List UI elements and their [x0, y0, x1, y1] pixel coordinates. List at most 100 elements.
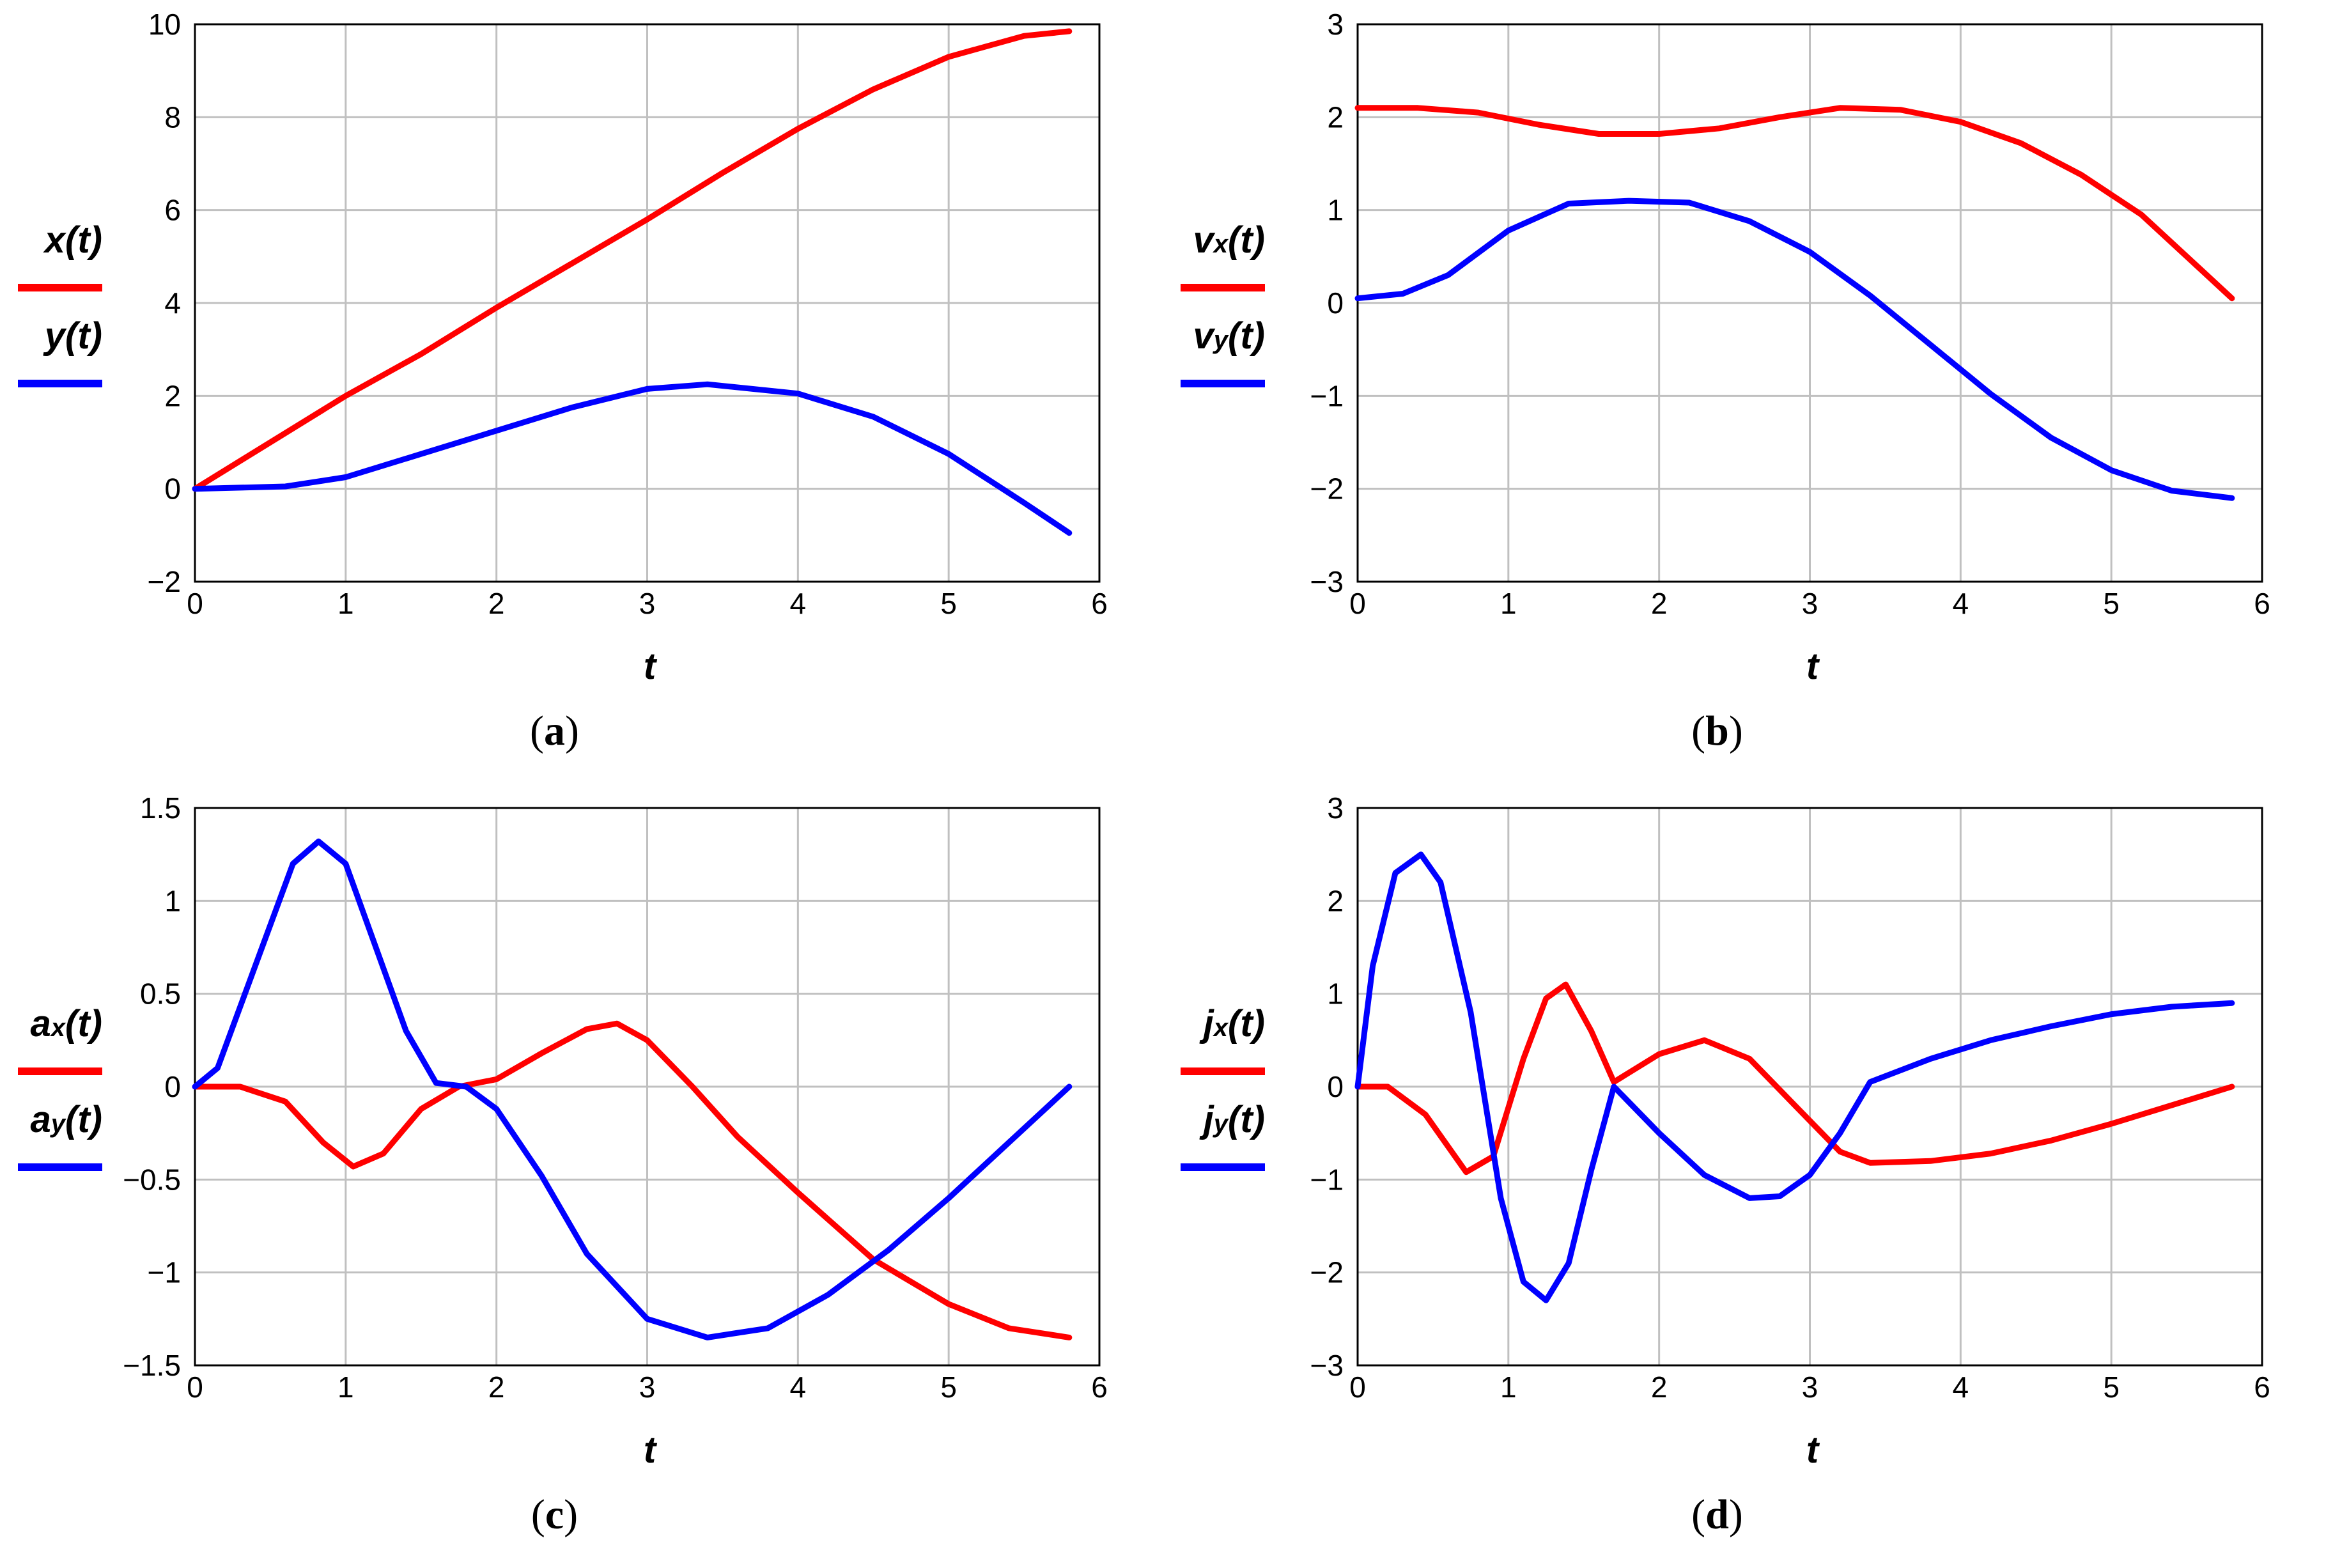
- y-tick-label: 8: [164, 100, 181, 134]
- x-axis-label: t: [1806, 1429, 1820, 1471]
- caption-close-paren: ): [564, 1491, 578, 1538]
- legend-label-2: jy(t): [1199, 1099, 1265, 1140]
- legend-label-suffix: (t): [65, 1003, 102, 1044]
- legend-label-main: v: [1193, 219, 1216, 261]
- y-tick-label: 10: [148, 8, 181, 41]
- x-tick-label: 1: [1500, 587, 1517, 620]
- caption-letter: b: [1705, 708, 1729, 754]
- series-line-y(t): [192, 381, 1073, 536]
- y-tick-label: 1.5: [140, 791, 181, 825]
- y-tick-label: 3: [1327, 791, 1344, 825]
- y-tick-label: 0: [1327, 286, 1344, 320]
- plot-frame: [1356, 23, 2263, 583]
- y-tick-label: 2: [164, 379, 181, 412]
- legend-label-2: y(t): [43, 315, 102, 357]
- y-tick-label: −3: [1310, 565, 1344, 598]
- legend-label-suffix: (t): [1228, 219, 1265, 261]
- legend-label-subscript: y: [1213, 1110, 1229, 1138]
- x-tick-label: 5: [940, 1370, 957, 1404]
- panel-caption: (c): [531, 1491, 578, 1538]
- legend-label-1: x(t): [43, 219, 102, 261]
- y-tick-label: 1: [164, 884, 181, 917]
- y-tick-label: 0.5: [140, 977, 181, 1011]
- legend-label-main: x: [43, 219, 67, 261]
- legend-label-subscript: x: [1213, 1014, 1229, 1042]
- x-tick-label: 2: [488, 1370, 505, 1404]
- panel-d: 0 1 2 3 4 5 6 −3 −2 −1 0 1 2 3 t jx(t) jy(t) (d): [1163, 784, 2325, 1567]
- legend-label-suffix: (t): [1228, 1003, 1265, 1044]
- series-line-jx(t): [1354, 981, 2235, 1176]
- y-tick-label: 3: [1327, 8, 1344, 41]
- x-tick-label: 0: [1349, 1370, 1366, 1404]
- legend-label-main: j: [1199, 1099, 1215, 1140]
- caption-close-paren: ): [565, 708, 579, 754]
- legend-label-main: a: [31, 1099, 51, 1140]
- panel-b: 0 1 2 3 4 5 6 −3 −2 −1 0 1 2 3 t vx(t) vy(t) (b): [1163, 0, 2325, 784]
- x-axis-label: t: [644, 1429, 658, 1471]
- x-tick-label: 5: [2103, 1370, 2120, 1404]
- series-line-ax(t): [192, 1020, 1073, 1340]
- panel-caption: (a): [530, 708, 579, 754]
- x-tick-label: 6: [2254, 1370, 2270, 1404]
- plot-frame: [194, 23, 1101, 583]
- caption-open-paren: (: [530, 708, 544, 754]
- y-tick-label: 0: [164, 1070, 181, 1103]
- caption-letter: c: [545, 1491, 564, 1538]
- y-tick-label: 0: [1327, 1070, 1344, 1103]
- x-tick-label: 4: [1953, 1370, 1969, 1404]
- y-tick-label: −2: [148, 565, 181, 598]
- legend-label-2: ay(t): [31, 1099, 102, 1140]
- y-tick-label: 6: [164, 194, 181, 227]
- caption-open-paren: (: [1691, 708, 1705, 754]
- x-tick-label: 3: [639, 587, 656, 620]
- x-tick-label: 0: [1349, 587, 1366, 620]
- legend-label-1: jx(t): [1199, 1003, 1265, 1044]
- legend-label-subscript: x: [1213, 230, 1229, 258]
- y-tick-label: −1: [1310, 379, 1344, 412]
- y-tick-label: −2: [1310, 472, 1344, 506]
- x-tick-label: 4: [1953, 587, 1969, 620]
- y-tick-label: −1: [1310, 1163, 1344, 1196]
- x-tick-label: 0: [187, 587, 203, 620]
- legend-label-main: a: [31, 1003, 51, 1044]
- series-line-ay(t): [192, 838, 1073, 1340]
- series-line-x(t): [192, 28, 1073, 492]
- legend-label-suffix: (t): [65, 315, 102, 357]
- x-tick-label: 5: [2103, 587, 2120, 620]
- x-tick-label: 3: [1802, 587, 1818, 620]
- series-line-vy(t): [1354, 198, 2235, 501]
- y-tick-label: −0.5: [123, 1163, 181, 1196]
- series-line-jy(t): [1354, 851, 2235, 1303]
- y-tick-label: −3: [1310, 1349, 1344, 1382]
- legend-label-suffix: (t): [65, 1099, 102, 1140]
- legend-label-main: j: [1199, 1003, 1215, 1044]
- x-tick-label: 6: [1091, 587, 1108, 620]
- y-tick-label: −1.5: [123, 1349, 181, 1382]
- panel-a: 0 1 2 3 4 5 6 −2 0 2 4 6 8 10 t x(t) y(t) (a): [0, 0, 1163, 784]
- caption-open-paren: (: [1691, 1491, 1705, 1538]
- panel-caption: (d): [1691, 1491, 1743, 1538]
- y-tick-label: 2: [1327, 884, 1344, 917]
- legend-label-subscript: y: [1213, 326, 1229, 354]
- x-tick-label: 5: [940, 587, 957, 620]
- x-tick-label: 2: [1651, 587, 1668, 620]
- x-tick-label: 3: [639, 1370, 656, 1404]
- x-tick-label: 2: [1651, 1370, 1668, 1404]
- legend-label-subscript: y: [50, 1110, 66, 1138]
- legend-label-1: vx(t): [1193, 219, 1265, 261]
- panel-caption: (b): [1691, 708, 1743, 754]
- x-tick-label: 0: [187, 1370, 203, 1404]
- legend-label-1: ax(t): [31, 1003, 102, 1044]
- legend-label-main: v: [1193, 315, 1216, 357]
- y-tick-label: −2: [1310, 1256, 1344, 1289]
- x-axis-label: t: [1806, 646, 1820, 687]
- legend-label-suffix: (t): [1228, 1099, 1265, 1140]
- x-tick-label: 4: [790, 1370, 807, 1404]
- x-tick-label: 4: [790, 587, 807, 620]
- x-tick-label: 2: [488, 587, 505, 620]
- x-tick-label: 6: [1091, 1370, 1108, 1404]
